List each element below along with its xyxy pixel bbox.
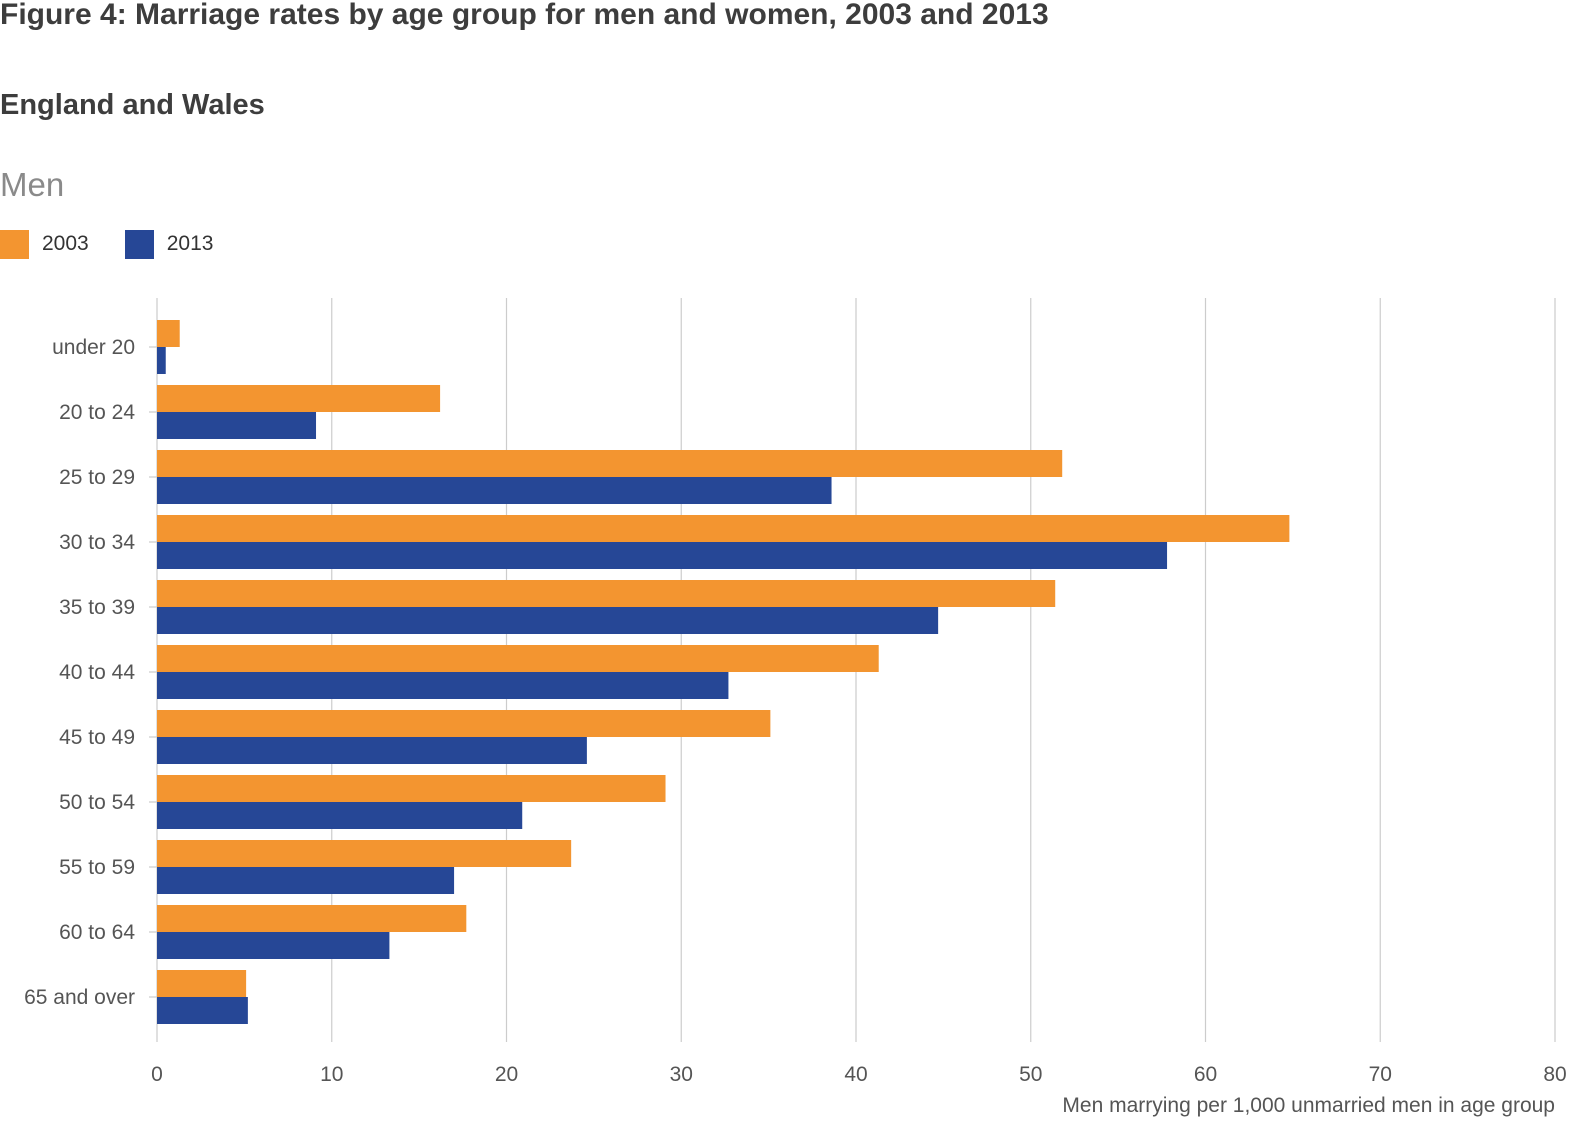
bar-2013-65-and-over[interactable] xyxy=(157,997,248,1024)
panel-title: Men xyxy=(0,166,65,203)
value-axis: 0 10 20 30 40 50 60 70 80 xyxy=(151,1063,1567,1086)
bar-2003-60-to-64[interactable] xyxy=(157,905,467,932)
legend-swatch-2003 xyxy=(0,229,29,259)
bar-2013-50-to-54[interactable] xyxy=(157,802,523,829)
chart-legend: 2003 2013 xyxy=(0,229,249,259)
bar-2003-35-to-39[interactable] xyxy=(157,580,1056,607)
y-tick-label-30-to-34: 30 to 34 xyxy=(59,531,135,554)
legend-label-2003: 2003 xyxy=(42,232,89,255)
figure-subtitle: England and Wales xyxy=(0,89,265,121)
bar-2003-40-to-44[interactable] xyxy=(157,645,879,672)
bar-2013-under-20[interactable] xyxy=(157,347,166,374)
bar-2003-50-to-54[interactable] xyxy=(157,775,666,802)
bar-2013-25-to-29[interactable] xyxy=(157,477,832,504)
y-tick-label-under-20: under 20 xyxy=(52,336,135,359)
chart-bars xyxy=(157,320,1290,1024)
legend-item-2003[interactable]: 2003 xyxy=(0,229,89,259)
y-tick-label-60-to-64: 60 to 64 xyxy=(59,921,135,944)
bar-2003-20-to-24[interactable] xyxy=(157,385,441,412)
bar-2013-20-to-24[interactable] xyxy=(157,412,317,439)
bar-2003-25-to-29[interactable] xyxy=(157,450,1063,477)
category-axis: under 20 20 to 24 25 to 29 30 to 34 35 to 39… xyxy=(24,336,157,1009)
x-tick-label-20: 20 xyxy=(495,1063,518,1086)
bar-2003-55-to-59[interactable] xyxy=(157,840,572,867)
legend-item-2013[interactable]: 2013 xyxy=(124,229,214,259)
y-tick-label-35-to-39: 35 to 39 xyxy=(59,596,135,619)
y-tick-label-55-to-59: 55 to 59 xyxy=(59,856,135,879)
bar-2003-30-to-34[interactable] xyxy=(157,515,1290,542)
bar-2013-35-to-39[interactable] xyxy=(157,607,939,634)
legend-swatch-2013 xyxy=(124,229,154,259)
bar-2013-45-to-49[interactable] xyxy=(157,737,587,764)
x-tick-label-60: 60 xyxy=(1194,1063,1217,1086)
x-tick-label-70: 70 xyxy=(1369,1063,1392,1086)
bar-2003-under-20[interactable] xyxy=(157,320,180,347)
bar-2013-55-to-59[interactable] xyxy=(157,867,455,894)
bar-2003-65-and-over[interactable] xyxy=(157,970,247,997)
y-tick-label-65-and-over: 65 and over xyxy=(24,986,135,1009)
bar-2013-60-to-64[interactable] xyxy=(157,932,390,959)
legend-label-2013: 2013 xyxy=(166,232,214,255)
x-tick-label-50: 50 xyxy=(1019,1063,1042,1086)
x-tick-label-40: 40 xyxy=(844,1063,867,1086)
bar-2013-30-to-34[interactable] xyxy=(157,542,1168,569)
y-tick-label-40-to-44: 40 to 44 xyxy=(59,661,135,684)
x-tick-label-80: 80 xyxy=(1543,1063,1566,1086)
x-tick-label-0: 0 xyxy=(151,1063,163,1086)
y-tick-label-20-to-24: 20 to 24 xyxy=(59,401,135,424)
bar-2013-40-to-44[interactable] xyxy=(157,672,729,699)
figure-title: Figure 4: Marriage rates by age group fo… xyxy=(0,0,1049,31)
y-tick-label-25-to-29: 25 to 29 xyxy=(59,466,135,489)
x-tick-label-30: 30 xyxy=(670,1063,693,1086)
x-tick-label-10: 10 xyxy=(320,1063,343,1086)
y-tick-label-50-to-54: 50 to 54 xyxy=(59,791,135,814)
bar-2003-45-to-49[interactable] xyxy=(157,710,771,737)
x-axis-title: Men marrying per 1,000 unmarried men in … xyxy=(1062,1094,1555,1117)
y-tick-label-45-to-49: 45 to 49 xyxy=(59,726,135,749)
